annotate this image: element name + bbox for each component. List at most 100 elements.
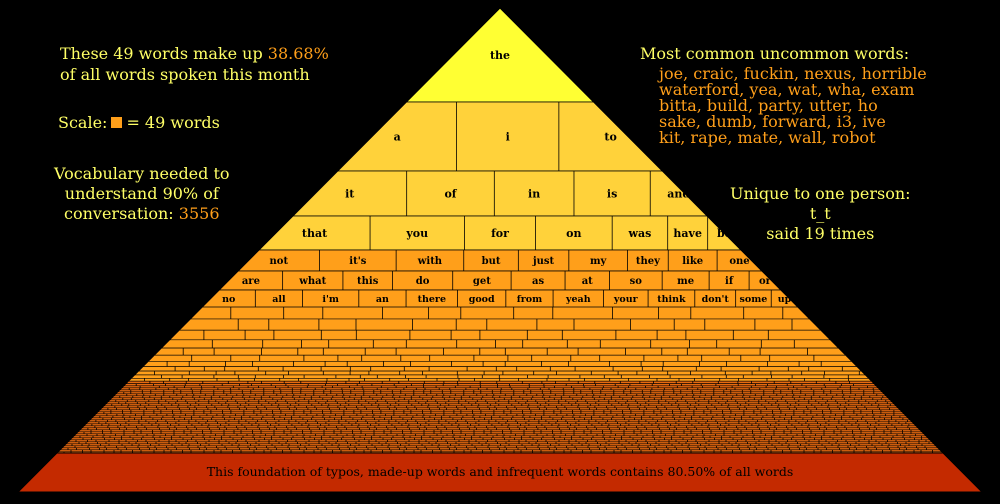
word-label: this — [357, 276, 379, 287]
word-label: to — [604, 130, 616, 143]
vocab-text: Vocabulary needed to understand 90% of c… — [54, 164, 230, 224]
brick-joints — [191, 355, 815, 362]
brick-joints — [154, 371, 860, 375]
word-label: or — [759, 276, 772, 287]
common-words-line: joe, craic, fuckin, nexus, horrible — [659, 64, 927, 83]
brick-joints — [75, 439, 927, 442]
brick-joints — [123, 391, 875, 394]
brick-course — [153, 347, 847, 356]
brick-joints — [98, 421, 907, 424]
stats-text: These 49 words make up 38.68% of all wor… — [60, 43, 329, 85]
brick-joints — [122, 397, 882, 400]
vocab-line-3-text: conversation: — [64, 204, 174, 223]
common-words-line: sake, dumb, forward, i3, ive — [659, 112, 886, 131]
word-label: what — [298, 276, 326, 287]
brick-joints — [82, 437, 922, 440]
word-label: like — [682, 256, 703, 267]
word-label: do — [416, 276, 430, 287]
word-label: with — [417, 256, 443, 267]
brick-joints — [174, 366, 843, 372]
brick-joints — [91, 423, 910, 426]
word-label: no — [222, 294, 235, 305]
word-label: are — [242, 276, 260, 287]
vocab-line-2: understand 90% of — [64, 184, 219, 203]
stats-line-2: of all words spoken this month — [60, 65, 310, 84]
brick-joints — [135, 383, 854, 386]
unique-word-text: Unique to one person: t_t said 19 times — [730, 184, 911, 244]
word-label: your — [613, 294, 639, 305]
brick-course — [147, 354, 853, 362]
unique-title: Unique to one person: — [730, 184, 911, 203]
pyramid-outline — [16, 7, 984, 493]
brick-course — [189, 305, 811, 320]
brick-joints — [119, 395, 884, 398]
word-label: just — [532, 256, 555, 267]
word-label: of — [444, 187, 457, 200]
unique-count: said 19 times — [766, 224, 875, 243]
word-label: don't — [702, 294, 730, 305]
word-label: an — [376, 294, 389, 305]
brick-joints — [67, 447, 927, 450]
brick-joints — [106, 413, 895, 416]
word-label: it — [345, 187, 355, 200]
word-label: they — [636, 256, 661, 267]
vocab-value: 3556 — [178, 204, 220, 223]
word-label: up — [778, 294, 792, 305]
common-words-line: bitta, build, party, utter, ho — [659, 96, 878, 115]
brick-joints — [166, 361, 822, 367]
brick-joints — [115, 399, 887, 402]
word-label: was — [628, 227, 652, 240]
word-label: from — [517, 294, 542, 305]
brick-joints — [118, 401, 888, 404]
brick-joints — [144, 378, 849, 382]
word-label: but — [482, 256, 501, 267]
brick-joints — [90, 429, 912, 432]
word-label: good — [469, 294, 495, 305]
brick-course — [125, 380, 875, 384]
brick-joints — [182, 348, 808, 356]
brick-course — [178, 318, 822, 331]
brick-joints — [130, 389, 875, 392]
brick-joints — [78, 441, 930, 444]
brick-joints — [110, 409, 895, 412]
brick-joints — [99, 415, 901, 418]
brick-joints — [149, 381, 850, 384]
brick-joints — [86, 433, 916, 436]
word-label: on — [566, 227, 581, 240]
brick-joints — [114, 405, 889, 408]
word-label: if — [725, 276, 734, 287]
brick-joints — [103, 411, 895, 414]
word-label: all — [272, 294, 286, 305]
word-label: i — [506, 130, 510, 143]
brick-joints — [63, 451, 933, 453]
word-label: in — [528, 187, 540, 200]
common-words-line: waterford, yea, wat, wha, exam — [659, 80, 915, 99]
word-label: for — [491, 227, 509, 240]
brick-joints — [74, 445, 926, 448]
word-label: there — [418, 294, 446, 305]
brick-joints — [87, 427, 910, 430]
brick-joints — [70, 449, 933, 452]
brick-joints — [126, 393, 878, 396]
vocab-line-3: conversation: 3556 — [54, 204, 230, 224]
stats-line-1-text: These 49 words make up — [60, 44, 263, 63]
word-label: you — [405, 227, 428, 240]
brick-joints — [111, 403, 891, 406]
brick-joints — [237, 319, 793, 331]
scale-equals: = 49 words — [126, 113, 220, 132]
stats-percent: 38.68% — [267, 44, 329, 63]
word-label: at — [582, 276, 593, 287]
word-label: some — [740, 294, 768, 305]
brick-course — [137, 366, 863, 372]
common-words-title: Most common uncommon words: — [640, 44, 910, 63]
word-label: one — [729, 256, 749, 267]
unique-word: t_t — [809, 204, 831, 223]
brick-course — [130, 374, 870, 379]
brick-joints — [94, 425, 909, 428]
stats-line-1: These 49 words make up 38.68% — [60, 43, 329, 64]
word-label: yeah — [565, 294, 591, 305]
brick-course — [142, 360, 858, 367]
scale-square-icon — [111, 117, 123, 128]
word-label: my — [590, 256, 608, 267]
brick-joints — [203, 330, 769, 340]
